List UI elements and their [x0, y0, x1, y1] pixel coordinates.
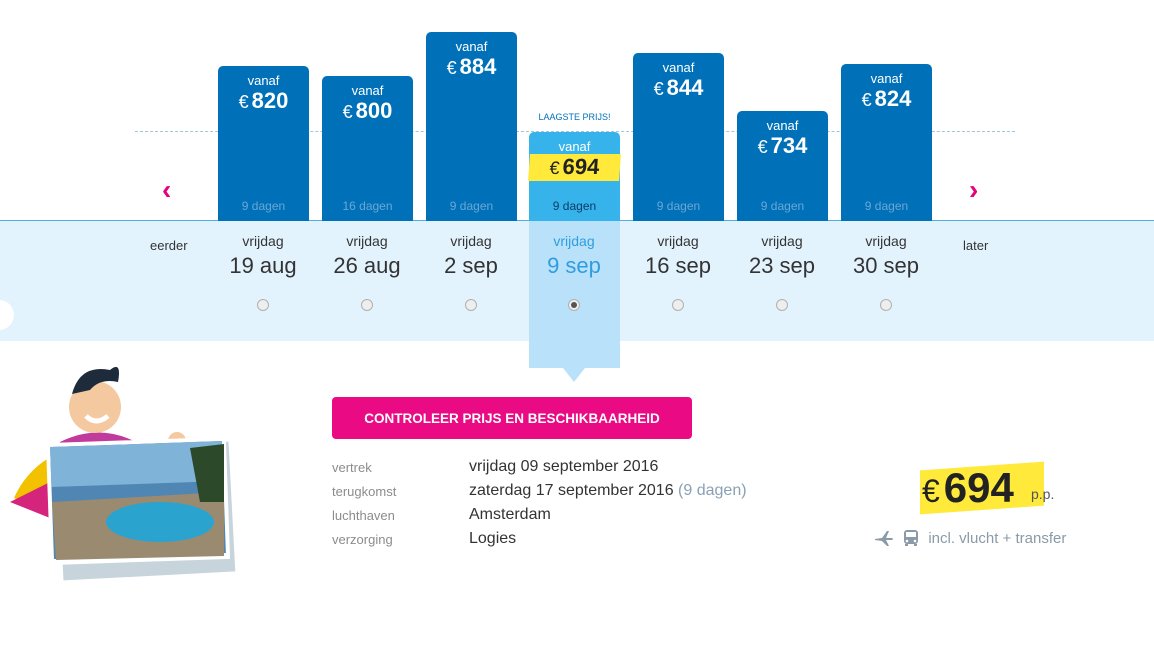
currency-symbol: €	[653, 79, 664, 99]
duration-label: 9 dagen	[760, 199, 805, 213]
currency-symbol: €	[861, 90, 872, 110]
date-radio[interactable]	[361, 299, 373, 311]
from-label: vanaf	[870, 71, 903, 86]
date-radio[interactable]	[776, 299, 788, 311]
lowest-price-label: LAAGSTE PRIJS!	[538, 112, 611, 122]
plane-icon	[875, 531, 893, 546]
bar-price: €844	[633, 75, 724, 102]
price-bar[interactable]: vanaf €844 9 dagen	[633, 53, 724, 221]
currency-symbol: €	[342, 102, 353, 122]
bar-price-value: 824	[874, 86, 912, 111]
return-value: zaterdag 17 september 2016 (9 dagen)	[469, 482, 747, 499]
duration-label: 16 dagen	[342, 199, 393, 213]
bar-price: €820	[218, 88, 309, 115]
from-label: vanaf	[766, 118, 799, 133]
check-availability-button[interactable]: CONTROLEER PRIJS EN BESCHIKBAARHEID	[332, 397, 692, 439]
includes-text: incl. vlucht + transfer	[928, 530, 1067, 547]
per-person-label: p.p.	[1031, 486, 1055, 502]
selected-pointer	[563, 368, 585, 382]
duration-label: 9 dagen	[552, 199, 597, 213]
weekday-label: vrijdag	[450, 233, 492, 249]
departure-label: vertrek	[332, 460, 372, 475]
date-option[interactable]: vrijdag 16 sep	[626, 233, 730, 280]
bar-price-value: 820	[251, 88, 289, 113]
weekday-label: vrijdag	[657, 233, 699, 249]
bar-price-value: 694	[561, 154, 601, 179]
currency-symbol: €	[922, 473, 940, 509]
date-label: 16 sep	[644, 253, 712, 278]
currency-symbol: €	[238, 92, 249, 112]
chevron-right-icon[interactable]: ›	[969, 174, 979, 205]
total-price-value: 694	[943, 464, 1014, 511]
date-option[interactable]: vrijdag 19 aug	[211, 233, 315, 280]
date-radio[interactable]	[257, 299, 269, 311]
later-link[interactable]: later	[963, 238, 989, 253]
board-label: verzorging	[332, 532, 393, 547]
airport-value: Amsterdam	[469, 506, 551, 523]
airport-label: luchthaven	[332, 508, 395, 523]
date-option[interactable]: vrijdag 30 sep	[834, 233, 938, 280]
currency-symbol: €	[446, 58, 457, 78]
date-radio[interactable]	[465, 299, 477, 311]
average-price-line	[135, 131, 1015, 132]
bar-price-value: 800	[355, 98, 393, 123]
date-label: 23 sep	[748, 253, 816, 278]
selected-column	[529, 221, 620, 368]
weekday-label: vrijdag	[346, 233, 388, 249]
from-label: vanaf	[351, 83, 384, 98]
weekday-label: vrijdag	[553, 233, 595, 249]
chevron-left-icon[interactable]: ‹	[162, 174, 172, 205]
price-bar[interactable]: vanaf €800 16 dagen	[322, 76, 413, 221]
bar-price: €694	[528, 154, 621, 181]
board-value: Logies	[469, 530, 517, 547]
duration-note: (9 dagen)	[678, 482, 747, 499]
bar-price: €800	[322, 98, 413, 125]
bar-price-value: 734	[770, 133, 808, 158]
mascot-illustration	[10, 366, 236, 581]
duration-label: 9 dagen	[241, 199, 286, 213]
date-option[interactable]: vrijdag 2 sep	[419, 233, 523, 280]
date-option[interactable]: vrijdag 26 aug	[315, 233, 419, 280]
date-label: 2 sep	[444, 253, 498, 278]
price-bar[interactable]: vanaf €820 9 dagen	[218, 66, 309, 221]
earlier-link[interactable]: eerder	[150, 238, 188, 253]
bar-price: €734	[737, 133, 828, 160]
weekday-label: vrijdag	[242, 233, 284, 249]
date-option[interactable]: vrijdag 23 sep	[730, 233, 834, 280]
total-price: €694 p.p.	[920, 460, 1054, 516]
date-label: 9 sep	[547, 253, 601, 278]
bar-price-value: 884	[459, 54, 497, 79]
price-bar[interactable]: vanaf €884 9 dagen	[426, 32, 517, 221]
price-bar[interactable]: vanaf €824 9 dagen	[841, 64, 932, 221]
weekday-label: vrijdag	[865, 233, 907, 249]
weekday-label: vrijdag	[761, 233, 803, 249]
price-bar[interactable]: vanaf €734 9 dagen	[737, 111, 828, 221]
bar-price: €884	[426, 54, 517, 81]
return-label: terugkomst	[332, 484, 397, 499]
date-label: 26 aug	[333, 253, 401, 278]
decorative-shape	[0, 300, 14, 330]
currency-symbol: €	[548, 158, 561, 178]
date-radio[interactable]	[672, 299, 684, 311]
includes-info: incl. vlucht + transfer	[874, 529, 1066, 547]
duration-label: 9 dagen	[656, 199, 701, 213]
from-label: vanaf	[247, 73, 280, 88]
price-bar[interactable]: vanaf €694 9 dagen	[528, 132, 621, 221]
duration-label: 9 dagen	[449, 199, 494, 213]
currency-symbol: €	[757, 137, 768, 157]
date-radio[interactable]	[880, 299, 892, 311]
duration-label: 9 dagen	[864, 199, 909, 213]
from-label: vanaf	[455, 39, 488, 54]
date-radio[interactable]	[568, 299, 580, 311]
date-option[interactable]: vrijdag 9 sep	[522, 233, 626, 280]
bar-price-value: 844	[666, 75, 704, 100]
bar-price: €824	[841, 86, 932, 113]
date-label: 30 sep	[852, 253, 920, 278]
from-label: vanaf	[558, 139, 591, 154]
date-label: 19 aug	[229, 253, 297, 278]
from-label: vanaf	[662, 60, 695, 75]
bus-icon	[904, 530, 919, 546]
departure-value: vrijdag 09 september 2016	[469, 458, 659, 475]
